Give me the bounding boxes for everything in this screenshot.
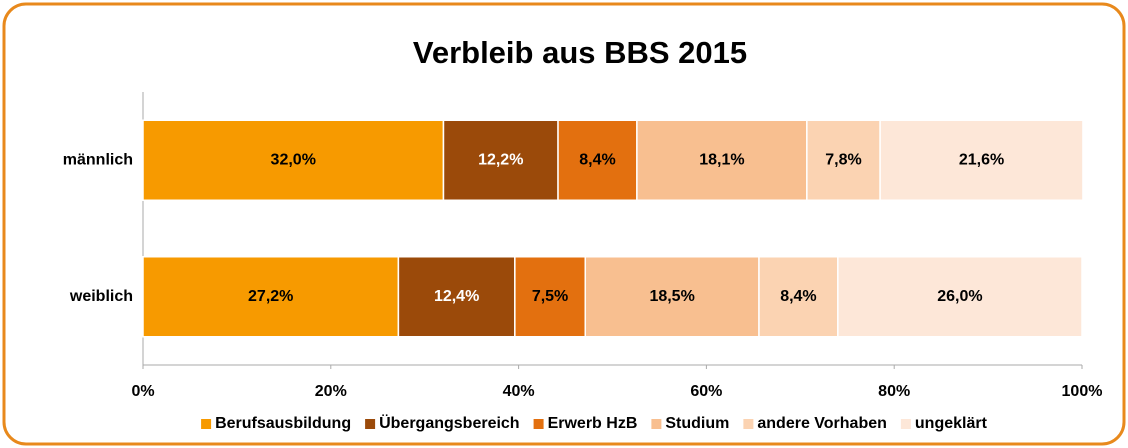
bar-segment [837,256,1083,338]
data-label: 7,8% [825,151,861,168]
legend-swatch [533,419,544,429]
legend-label: Übergangsbereich [379,413,519,432]
bar-segment [806,119,881,201]
x-tick-label: 40% [503,383,535,400]
legend-label: andere Vorhaben [757,415,887,432]
bar-segment [758,256,839,338]
bar-segment [142,119,445,201]
bar-segment [879,119,1084,201]
legend-label: ungeklärt [915,415,988,432]
legend-swatch [651,419,662,429]
data-label: 8,4% [579,151,615,168]
legend-swatch [201,419,212,429]
y-tick-label: weiblich [69,288,133,305]
legend-swatch [900,419,911,429]
data-label: 27,2% [248,288,293,305]
bar-segment [442,119,559,201]
x-tick-label: 80% [878,383,910,400]
legend-label: Erwerb HzB [548,415,638,432]
chart-title: Verbleib aus BBS 2015 [413,35,747,70]
data-label: 18,5% [649,288,694,305]
data-label: 8,4% [780,288,816,305]
legend-label: Studium [665,415,729,432]
x-tick-label: 60% [690,383,722,400]
data-label: 18,1% [699,151,744,168]
legend-label: Berufsausbildung [215,415,351,432]
y-tick-label: männlich [63,151,133,168]
bar-segment [584,256,760,338]
bar-segment [514,256,587,338]
x-tick-label: 20% [315,383,347,400]
data-label: 12,4% [434,288,479,305]
data-label: 26,0% [937,288,982,305]
data-label: 12,2% [478,151,523,168]
x-tick-label: 0% [131,383,154,400]
legend-swatch [365,419,376,429]
bar-segment [636,119,808,201]
data-label: 21,6% [959,151,1004,168]
bar-segment [142,256,400,338]
data-label: 7,5% [532,288,568,305]
data-label: 32,0% [271,151,316,168]
legend-swatch [743,419,754,429]
x-tick-label: 100% [1062,383,1103,400]
